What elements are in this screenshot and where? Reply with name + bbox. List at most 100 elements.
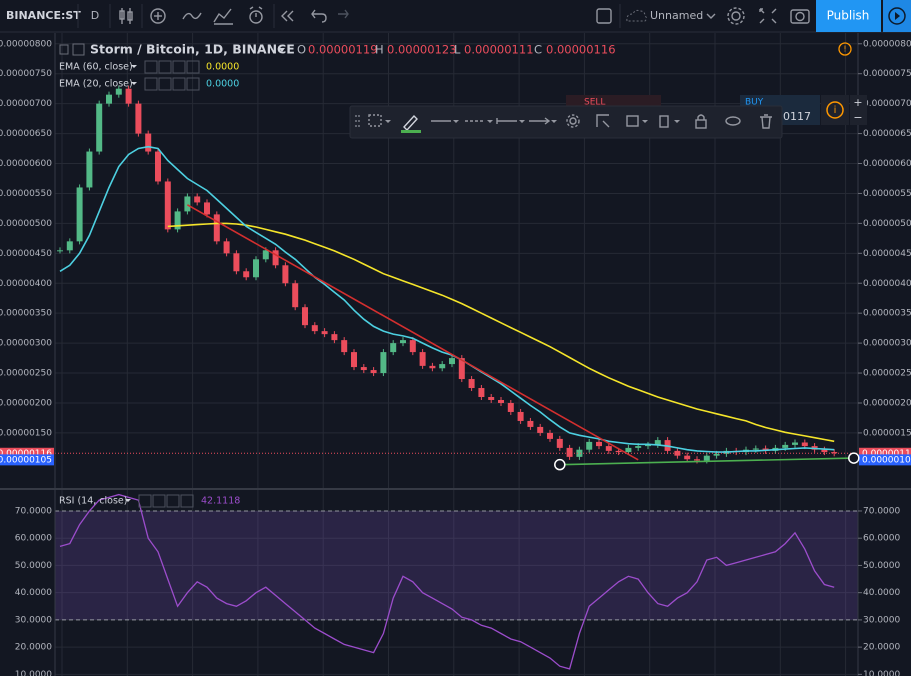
- qty-box: [850, 95, 867, 125]
- line-start-tool[interactable]: [496, 118, 517, 124]
- y-tick-label-left: 50.0000: [15, 561, 52, 571]
- y-tick-label: 60.0000: [863, 534, 900, 544]
- publish-button[interactable]: [816, 0, 881, 32]
- symbol[interactable]: BINANCE:ST: [6, 9, 81, 22]
- candle: [556, 438, 563, 448]
- y-tick-label: 0.00000400: [863, 279, 911, 289]
- candle: [57, 250, 63, 252]
- y-tick-label-left: 0.00000650: [0, 129, 52, 139]
- pencil-tool[interactable]: [403, 114, 418, 132]
- candle: [468, 379, 475, 389]
- ohlc-value: 0.00000123: [387, 43, 457, 57]
- y-tick-label: 0.00000650: [863, 129, 911, 139]
- settings-button[interactable]: [727, 7, 745, 25]
- trendline: [559, 457, 854, 466]
- select-tool[interactable]: [368, 114, 382, 127]
- y-tick-label: 10.0000: [863, 670, 900, 676]
- undo-button[interactable]: [311, 9, 327, 23]
- replay-button[interactable]: [281, 10, 294, 22]
- indicator-name: EMA (60, close): [59, 62, 133, 73]
- candle: [635, 446, 642, 448]
- rsi-line: [59, 493, 835, 670]
- indicator-menu: [131, 65, 137, 68]
- redo-button[interactable]: [338, 9, 349, 19]
- candle: [654, 440, 661, 445]
- price-label-bg-left: [0, 447, 54, 459]
- candle: [576, 449, 583, 457]
- compare-button[interactable]: [182, 12, 202, 20]
- y-tick-label-left: 0.00000700: [0, 99, 52, 109]
- indicator-value: 0.0000: [206, 62, 239, 73]
- templates-button[interactable]: [213, 8, 233, 25]
- candle: [76, 187, 83, 242]
- top-toolbar: BINANCE:ST D Unnamed Publish: [0, 0, 911, 33]
- legend: Storm / Bitcoin, 1D, BINANCE O 0.0000011…: [59, 42, 852, 57]
- candle: [282, 265, 289, 284]
- candle: [625, 447, 632, 453]
- expand-button[interactable]: [759, 8, 777, 24]
- ohlc-label: H: [375, 43, 384, 57]
- drag-handle[interactable]: [355, 115, 360, 127]
- candle: [507, 402, 514, 412]
- left-axis: [0, 33, 55, 676]
- indicator-menu: [131, 82, 137, 85]
- y-tick-label-left: 0.00000450: [0, 249, 52, 259]
- candle: [703, 455, 710, 461]
- chart-type-button[interactable]: [119, 8, 133, 24]
- hide-tool[interactable]: [725, 116, 741, 126]
- price-label-bg: [859, 454, 911, 466]
- warning-icon[interactable]: [838, 42, 852, 56]
- template-tool[interactable]: [626, 115, 639, 127]
- lock-tool[interactable]: [695, 119, 707, 129]
- alert-tool[interactable]: [596, 114, 610, 128]
- candle: [204, 202, 210, 215]
- line-color: [401, 130, 421, 133]
- price-label-bg: [859, 447, 911, 459]
- y-tick-label-left: 0.00000350: [0, 309, 52, 319]
- clone-tool[interactable]: [659, 115, 669, 128]
- y-tick-label-left: 0.00000400: [0, 279, 52, 289]
- info-icon[interactable]: [826, 101, 844, 119]
- candle: [223, 241, 230, 254]
- trendline: [187, 204, 639, 461]
- toolbar-bg: [0, 0, 911, 32]
- y-tick-label-left: 0.00000600: [0, 159, 52, 169]
- qty-plus[interactable]: +: [853, 96, 862, 109]
- indicator-button: [172, 60, 186, 74]
- delete-tool[interactable]: [760, 114, 772, 129]
- candle: [115, 88, 122, 95]
- candle: [174, 211, 181, 230]
- lock-shackle: [697, 114, 705, 120]
- qty-minus[interactable]: −: [853, 111, 862, 124]
- chart-title[interactable]: Storm / Bitcoin, 1D, BINANCE: [90, 42, 295, 57]
- y-tick-label: 20.0000: [863, 643, 900, 653]
- candle: [713, 453, 720, 456]
- title-menu[interactable]: [279, 48, 285, 52]
- candle: [517, 411, 524, 421]
- candle: [488, 397, 495, 400]
- layout-menu[interactable]: [706, 13, 716, 19]
- price-label-left: 0.00000105: [0, 455, 52, 465]
- layout-name[interactable]: Unnamed: [650, 9, 703, 22]
- candle: [272, 250, 279, 266]
- interval[interactable]: D: [91, 9, 99, 22]
- indicator-button: [172, 77, 186, 91]
- alert-button[interactable]: [249, 6, 263, 24]
- candle: [792, 442, 798, 445]
- price-label: 0.00000105: [862, 455, 911, 465]
- indicator-button: [144, 60, 158, 74]
- fullscreen-button[interactable]: [596, 8, 612, 24]
- snapshot-button[interactable]: [790, 9, 810, 24]
- indicator-button: [144, 77, 158, 91]
- y-tick-label-left: 20.0000: [15, 643, 52, 653]
- settings-tool[interactable]: [566, 114, 580, 128]
- y-tick-label-left: 60.0000: [15, 534, 52, 544]
- line-end-tool[interactable]: [529, 117, 551, 125]
- indicators-button[interactable]: [150, 8, 166, 24]
- candle: [233, 253, 240, 272]
- rsi-name: RSI (14, close): [59, 496, 127, 507]
- y-tick-label-left: 0.00000800: [0, 39, 52, 49]
- collapse-icon[interactable]: [59, 44, 69, 55]
- candle: [311, 325, 318, 332]
